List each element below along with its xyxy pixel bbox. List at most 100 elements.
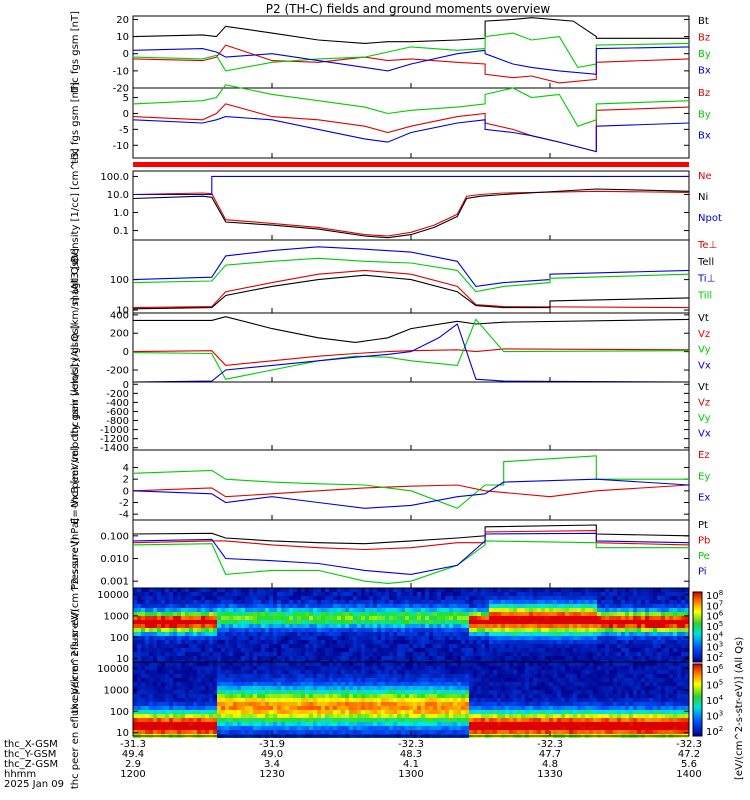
y-tick-label: 1.0	[113, 208, 129, 219]
legend-Vt: Vt	[698, 382, 709, 393]
legend-By: By	[698, 49, 711, 60]
colorbar-label: [eV/(cm^2-s-str-eV)] (All Qs)	[734, 637, 745, 780]
y-axis-label: Density [1/cc] [cm^-3]	[70, 148, 81, 262]
legend-Bz: Bz	[698, 33, 710, 44]
panel-frame	[133, 313, 689, 382]
panel-frame	[133, 450, 689, 520]
legend-Npot: Npot	[698, 213, 722, 224]
legend-Till: Till	[697, 290, 712, 301]
panel-peir_velocity: 4002000-200thc peir velocity gsm [km/s] …	[70, 258, 711, 438]
legend-Ey: Ey	[698, 471, 710, 482]
y-tick-label: 200	[110, 329, 129, 340]
y-tick-label: 0	[123, 49, 129, 60]
y-tick-label: -1400	[100, 443, 129, 454]
series-Bt	[133, 18, 689, 44]
y-tick-label: 100	[110, 633, 129, 644]
series-Ne	[133, 191, 689, 236]
series-Tell	[133, 275, 689, 309]
legend-Pt: Pt	[698, 520, 708, 531]
colorbar-tick-label: 104	[706, 694, 724, 707]
series-Ti⊥	[133, 247, 689, 287]
y-tick-label: -200	[106, 366, 129, 377]
panel-frame	[133, 88, 689, 158]
legend-Ez: Ez	[698, 450, 710, 461]
series-Bx	[133, 117, 689, 152]
series-Bz	[133, 104, 689, 152]
x-row-value: 1200	[120, 769, 145, 780]
date-label: 2025 Jan 09	[4, 779, 64, 790]
series-Bx	[133, 47, 689, 74]
legend-Vz: Vz	[698, 398, 710, 409]
series-Ex	[133, 479, 689, 508]
y-tick-label: -10	[113, 141, 129, 152]
legend-Vt: Vt	[698, 313, 709, 324]
legend-Tell: Tell	[697, 257, 714, 268]
y-tick-label: 1000	[104, 685, 129, 696]
series-Ni	[133, 189, 689, 238]
y-tick-label: -2	[119, 498, 129, 509]
y-tick-label: -10	[113, 66, 129, 77]
y-tick-label: 100	[110, 275, 129, 286]
y-tick-label: 2	[123, 475, 129, 486]
y-tick-label: 400	[110, 310, 129, 321]
y-axis-label: E=-VxB [mV/m]	[70, 446, 81, 524]
y-tick-label: 100	[110, 707, 129, 718]
series-Vt	[133, 317, 689, 343]
x-row-value: 1400	[676, 769, 701, 780]
colorbar-tick-label: 103	[706, 710, 723, 723]
y-tick-label: 10000	[97, 664, 129, 675]
y-tick-label: 0.010	[100, 554, 129, 565]
y-tick-label: -4	[119, 510, 129, 521]
spectrogram-peir_spectrogram	[133, 588, 689, 664]
legend-Bz: Bz	[698, 88, 710, 99]
y-tick-label: 5	[123, 93, 129, 104]
colorbar-tick-label: 105	[706, 679, 723, 692]
legend-Bx: Bx	[698, 131, 711, 142]
panel-pressure: 0.1000.0100.001Pressure [nPa] PtPbPePi	[70, 518, 710, 590]
legend-Ne: Ne	[698, 171, 712, 182]
colorbar-upper	[693, 592, 702, 662]
y-tick-label: -5	[119, 125, 129, 136]
colorbar-tick-label: 106	[706, 663, 724, 676]
y-tick-label: 0.1	[113, 226, 129, 237]
y-tick-label: 10	[116, 728, 129, 739]
legend-By: By	[698, 109, 711, 120]
y-tick-label: 1000	[104, 611, 129, 622]
colorbar-lower	[693, 664, 702, 736]
series-Till	[133, 258, 689, 291]
y-tick-label: 10	[116, 32, 129, 43]
legend-Pe: Pe	[698, 551, 710, 562]
legend-Ti⊥: Ti⊥	[697, 274, 715, 285]
legend-Bt: Bt	[698, 16, 709, 27]
y-tick-label: 100.0	[100, 172, 129, 183]
colorbar: 108107106105104103102106105104103102 [eV/…	[693, 589, 745, 780]
legend-Vx: Vx	[698, 360, 711, 371]
colorbar-tick-label: 102	[706, 725, 723, 738]
legend-Bx: Bx	[698, 66, 711, 77]
y-tick-label: 0	[123, 486, 129, 497]
legend-Te⊥: Te⊥	[697, 240, 717, 251]
x-row-value: 1230	[259, 769, 284, 780]
x-row-value: 1330	[537, 769, 562, 780]
panel-fgs_gsm: 20100-10-20thc fgs gsm [nT] BtBzByBx	[70, 11, 711, 95]
legend-Pi: Pi	[698, 567, 707, 578]
series-Vx	[133, 324, 689, 382]
fgm-quality-bar	[133, 162, 689, 167]
legend-Vz: Vz	[698, 329, 710, 340]
panel-fgs_gsm_dsl: 5 0 -5 -10 thc fgs gsm [nT] Bz By Bx	[70, 82, 711, 164]
y-axis-label: thc peer en eflux eV/(cm^2-s-sr-eV)	[70, 609, 81, 789]
panel-efield: 420-2-4 E=-VxB [mV/m] Ez Ey Ex	[70, 446, 710, 524]
legend-Ni: Ni	[698, 192, 708, 203]
spectrogram-peer_spectrogram	[133, 662, 689, 738]
y-axis-label: thc fgs gsm [nT]	[70, 11, 81, 93]
legend-Pb: Pb	[698, 536, 710, 547]
x-row-value: 1300	[398, 769, 423, 780]
y-tick-label: 0.100	[100, 531, 129, 542]
legend-Ex: Ex	[698, 493, 710, 504]
plot-title: P2 (TH-C) fields and ground moments over…	[266, 2, 551, 16]
panel-frame	[133, 382, 689, 450]
panel-temperature: 10010magt3 [eV]Te⊥TellTi⊥Till	[70, 240, 717, 317]
legend-Vx: Vx	[698, 429, 711, 440]
y-tick-label: 10000	[97, 590, 129, 601]
